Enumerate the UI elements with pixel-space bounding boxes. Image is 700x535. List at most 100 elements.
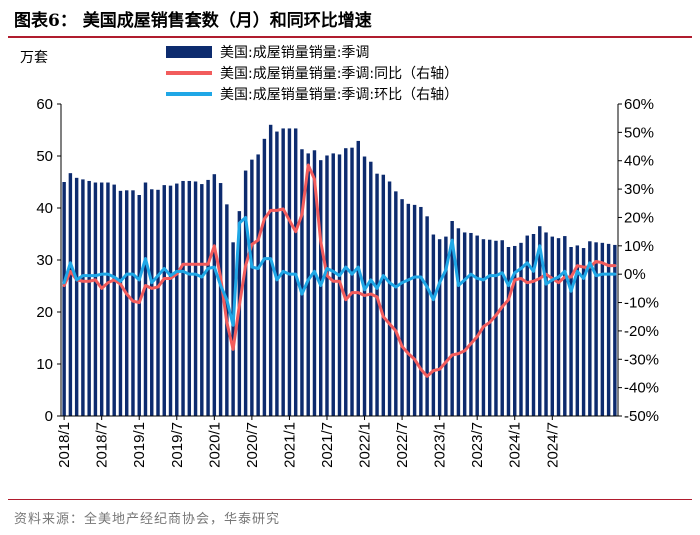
bar-20 <box>187 180 192 416</box>
bar-51 <box>381 174 386 416</box>
bar-31 <box>256 154 260 416</box>
left-axis-unit-label: 万套 <box>20 50 48 66</box>
bar-58 <box>425 216 429 416</box>
bar-54 <box>400 199 404 416</box>
y-right-tick-label-2: -30% <box>624 351 659 368</box>
x-tick-label-0: 2018/1 <box>56 422 73 468</box>
bar-40 <box>312 150 317 416</box>
bar-88 <box>613 244 617 416</box>
bar-78 <box>550 236 555 416</box>
bar-63 <box>456 228 461 416</box>
y-right-tick-label-5: 0% <box>624 266 646 283</box>
y-left-tick-label-4: 40 <box>36 200 53 217</box>
chart-canvas: 0 10 20 30 40 50 60 -50% -40% -30% -20% -10% 0% 10% 20… <box>36 45 659 468</box>
bar-55 <box>406 203 411 416</box>
line-series <box>62 163 617 378</box>
legend-label-2: 美国:成屋销量销量:季调:环比（右轴） <box>220 87 458 103</box>
bar-66 <box>475 235 479 416</box>
x-tick-label-2: 2019/1 <box>131 422 148 468</box>
bar-26 <box>225 204 229 416</box>
x-tick-label-9: 2022/7 <box>394 422 411 468</box>
bar-56 <box>412 204 417 416</box>
bar-7 <box>106 182 110 416</box>
y-right-tick-label-3: -20% <box>624 323 659 340</box>
bar-14 <box>150 189 154 416</box>
bar-27 <box>231 242 235 416</box>
bar-10 <box>124 190 129 416</box>
y-right-tick-label-6: 10% <box>624 238 654 255</box>
bar-9 <box>118 190 123 416</box>
bar-8 <box>112 184 116 416</box>
bar-76 <box>538 226 542 416</box>
bar-70 <box>500 240 504 416</box>
bar-47 <box>356 140 360 417</box>
bar-62 <box>450 221 454 416</box>
y-right-tick-label-0: -50% <box>624 408 659 425</box>
legend-swatch-bar <box>166 46 212 58</box>
bar-85 <box>594 242 598 416</box>
bar-13 <box>143 182 148 416</box>
bar-5 <box>93 182 98 416</box>
y-left-tick-label-0: 0 <box>45 408 53 425</box>
y-left-tick-label-1: 10 <box>36 356 53 373</box>
bar-59 <box>431 234 436 416</box>
bar-60 <box>437 239 442 416</box>
y-right-tick-label-7: 20% <box>624 209 654 226</box>
legend-label-0: 美国:成屋销量销量:季调 <box>220 45 369 61</box>
bar-22 <box>200 184 204 416</box>
y-right-tick-label-11: 60% <box>624 96 654 113</box>
x-tick-label-6: 2021/1 <box>281 422 298 468</box>
bar-34 <box>275 131 279 416</box>
x-tick-label-3: 2019/7 <box>169 422 186 468</box>
y-left-tick-label-2: 20 <box>36 304 53 321</box>
bar-36 <box>287 128 292 416</box>
bar-68 <box>487 239 492 416</box>
bar-38 <box>300 149 304 417</box>
axes: 0 10 20 30 40 50 60 -50% -40% -30% -20% -10% 0% 10% 20… <box>36 96 659 468</box>
bar-18 <box>175 183 179 416</box>
bar-23 <box>206 179 210 416</box>
x-tick-label-7: 2021/7 <box>319 422 336 468</box>
bar-71 <box>506 247 511 416</box>
bar-86 <box>600 242 605 416</box>
y-left-tick-label-3: 30 <box>36 252 53 269</box>
bar-25 <box>218 183 223 416</box>
bar-61 <box>444 236 448 416</box>
bar-69 <box>494 240 498 416</box>
bar-42 <box>325 155 329 417</box>
bar-series <box>62 124 617 417</box>
bar-77 <box>544 232 548 416</box>
bar-21 <box>193 181 198 416</box>
bar-87 <box>606 243 611 416</box>
bar-57 <box>419 206 423 416</box>
bar-75 <box>531 234 536 416</box>
title-rule <box>8 36 692 38</box>
bar-4 <box>87 180 91 416</box>
y-right-tick-label-8: 30% <box>624 181 654 198</box>
bar-45 <box>344 148 348 416</box>
yoy-line <box>62 163 617 378</box>
bar-50 <box>375 173 379 416</box>
bar-39 <box>306 153 310 416</box>
bar-52 <box>387 181 392 416</box>
bar-46 <box>350 147 354 416</box>
x-tick-label-12: 2024/1 <box>507 422 524 468</box>
x-tick-label-4: 2020/1 <box>206 422 223 468</box>
bar-16 <box>162 185 166 416</box>
bar-82 <box>575 245 580 416</box>
bar-30 <box>250 159 254 416</box>
y-left-tick-label-6: 60 <box>36 96 53 113</box>
bar-84 <box>588 241 592 416</box>
bar-11 <box>131 190 135 416</box>
y-right-tick-label-9: 40% <box>624 153 654 170</box>
x-tick-label-8: 2022/1 <box>357 422 374 468</box>
x-tick-label-5: 2020/7 <box>244 422 261 468</box>
bar-79 <box>556 238 561 416</box>
bar-37 <box>293 128 298 416</box>
bar-1 <box>68 173 73 416</box>
bar-74 <box>525 235 529 416</box>
x-tick-label-13: 2024/7 <box>544 422 561 468</box>
bar-73 <box>519 242 523 416</box>
bar-41 <box>319 160 323 416</box>
